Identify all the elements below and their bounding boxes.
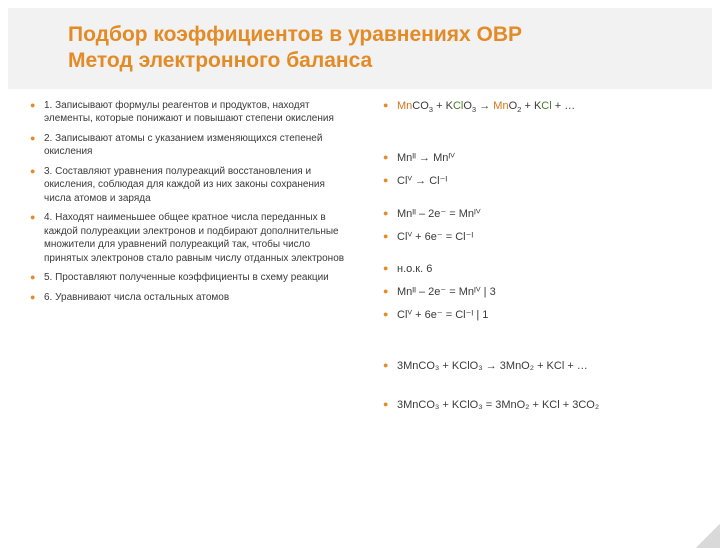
equation-item: 3MnCO₃ + KClO₃ = 3MnO₂ + KCl + 3CO₂ [383, 398, 692, 413]
spacer [383, 252, 692, 262]
equation-item: Clⱽ + 6e⁻ = Cl⁻ᴵ [383, 230, 692, 245]
spacer [383, 331, 692, 359]
equation-item: Clⱽ + 6e⁻ = Cl⁻ᴵ | 1 [383, 308, 692, 323]
steps-list: 1. Записывают формулы реагентов и продук… [30, 99, 353, 305]
spacer [383, 197, 692, 207]
equation-item: Mnᴵᴵ – 2e⁻ = Mnᴵⱽ | 3 [383, 285, 692, 300]
title-line1: Подбор коэффициентов в уравнениях ОВР [68, 23, 522, 46]
equation-item: MnCO3 + KClO3 → MnO2 + KCl + … [383, 99, 692, 116]
step-item: 6. Уравнивают числа остальных атомов [30, 291, 353, 305]
title-bar: Подбор коэффициентов в уравнениях ОВР Ме… [8, 8, 712, 89]
page-corner-icon [696, 524, 720, 548]
step-item: 5. Проставляют полученные коэффициенты в… [30, 271, 353, 285]
step-item: 4. Находят наименьшее общее кратное числ… [30, 211, 353, 265]
step-item: 1. Записывают формулы реагентов и продук… [30, 99, 353, 126]
title-line2: Метод электронного баланса [68, 49, 372, 72]
slide-title: Подбор коэффициентов в уравнениях ОВР Ме… [68, 22, 672, 75]
equation-item: Clⱽ → Cl⁻ᴵ [383, 174, 692, 189]
equation-item: Mnᴵᴵ → Mnᴵⱽ [383, 151, 692, 166]
equation-item: 3MnCO₃ + KClO₃ → 3MnO₂ + KCl + … [383, 359, 692, 374]
right-column: MnCO3 + KClO3 → MnO2 + KCl + … Mnᴵᴵ → Mnᴵ… [365, 99, 700, 421]
equation-item: н.о.к. 6 [383, 262, 692, 277]
equations-list: MnCO3 + KClO3 → MnO2 + KCl + … Mnᴵᴵ → Mnᴵ… [383, 99, 692, 413]
step-item: 3. Составляют уравнения полуреакций восс… [30, 165, 353, 206]
content-area: 1. Записывают формулы реагентов и продук… [0, 89, 720, 431]
slide: Подбор коэффициентов в уравнениях ОВР Ме… [0, 8, 720, 548]
spacer [383, 382, 692, 398]
equation-item: Mnᴵᴵ – 2e⁻ = Mnᴵⱽ [383, 207, 692, 222]
left-column: 1. Записывают формулы реагентов и продук… [30, 99, 365, 421]
step-item: 2. Записывают атомы с указанием изменяющ… [30, 132, 353, 159]
spacer [383, 123, 692, 151]
